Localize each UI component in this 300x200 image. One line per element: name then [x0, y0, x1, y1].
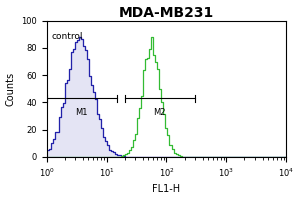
X-axis label: FL1-H: FL1-H [152, 184, 181, 194]
Text: M1: M1 [76, 108, 88, 117]
Y-axis label: Counts: Counts [6, 72, 16, 106]
Text: control: control [51, 32, 83, 41]
Title: MDA-MB231: MDA-MB231 [119, 6, 214, 20]
Text: M2: M2 [154, 108, 166, 117]
